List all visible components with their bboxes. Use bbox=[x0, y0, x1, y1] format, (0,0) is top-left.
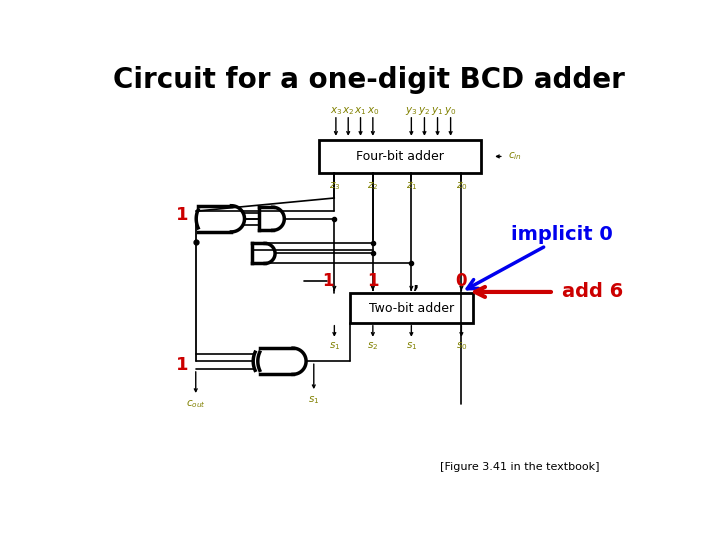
Bar bbox=[319, 140, 481, 173]
Text: add 6: add 6 bbox=[562, 282, 623, 301]
Text: $x_0$: $x_0$ bbox=[366, 105, 379, 117]
Text: ,: , bbox=[412, 274, 418, 293]
Text: 1: 1 bbox=[176, 206, 188, 224]
Text: $s_2$: $s_2$ bbox=[367, 340, 379, 352]
Text: $y_3$: $y_3$ bbox=[405, 105, 418, 117]
Text: Four-bit adder: Four-bit adder bbox=[356, 150, 444, 163]
Text: $z_3$: $z_3$ bbox=[328, 180, 340, 192]
Text: 1: 1 bbox=[323, 272, 334, 290]
Text: $x_1$: $x_1$ bbox=[354, 105, 366, 117]
Text: implicit 0: implicit 0 bbox=[510, 225, 613, 244]
Text: $z_0$: $z_0$ bbox=[456, 180, 467, 192]
Text: $z_1$: $z_1$ bbox=[405, 180, 417, 192]
Text: $z_2$: $z_2$ bbox=[367, 180, 379, 192]
Text: $y_1$: $y_1$ bbox=[431, 105, 444, 117]
Text: 0: 0 bbox=[456, 272, 467, 290]
Text: $s_1$: $s_1$ bbox=[328, 340, 340, 352]
Text: $c_{in}$: $c_{in}$ bbox=[508, 151, 522, 163]
Text: $s_1$: $s_1$ bbox=[308, 394, 320, 406]
Bar bbox=[350, 294, 473, 323]
Text: 1: 1 bbox=[367, 272, 379, 290]
Text: $x_3$: $x_3$ bbox=[330, 105, 342, 117]
Text: $x_2$: $x_2$ bbox=[342, 105, 354, 117]
Text: Circuit for a one-digit BCD adder: Circuit for a one-digit BCD adder bbox=[113, 66, 625, 94]
Text: $y_2$: $y_2$ bbox=[418, 105, 431, 117]
Text: Two-bit adder: Two-bit adder bbox=[369, 302, 454, 315]
Text: 1: 1 bbox=[176, 356, 188, 374]
Text: $y_0$: $y_0$ bbox=[444, 105, 457, 117]
Text: $c_{out}$: $c_{out}$ bbox=[186, 397, 206, 409]
Text: [Figure 3.41 in the textbook]: [Figure 3.41 in the textbook] bbox=[441, 462, 600, 472]
Text: $s_0$: $s_0$ bbox=[456, 340, 467, 352]
Text: $s_1$: $s_1$ bbox=[405, 340, 417, 352]
